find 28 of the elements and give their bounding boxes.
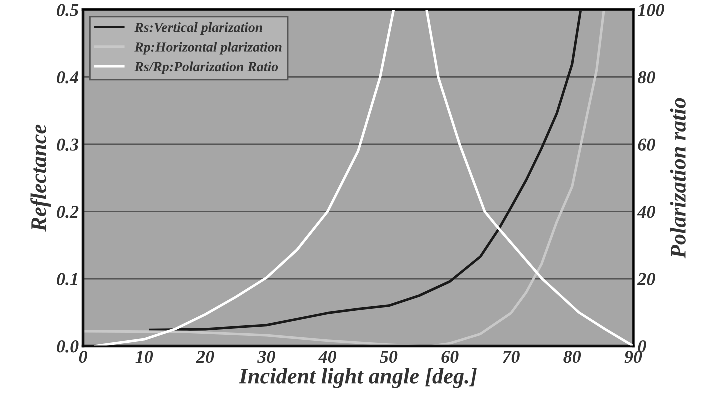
x-tick-label: 20 <box>196 350 214 364</box>
y2-tick-label: 40 <box>637 206 656 218</box>
y-tick-label: 0.0 <box>57 340 79 353</box>
x-tick-label: 60 <box>442 350 459 364</box>
y2-tick-label: 20 <box>637 273 656 286</box>
y2-tick-label: 60 <box>638 138 656 151</box>
legend-label: Rs:Vertical plarization <box>134 22 262 36</box>
x-tick-label: 90 <box>624 350 642 364</box>
y-axis-title: Reflectance <box>30 124 51 232</box>
legend-label: Rs/Rp:Polarization Ratio <box>134 62 278 74</box>
x-tick-label: 30 <box>258 350 276 364</box>
y2-tick-label: 100 <box>638 4 664 16</box>
y2-tick-label: 0 <box>638 340 646 353</box>
y-tick-label: 0.4 <box>57 71 79 84</box>
y2-tick-label: 80 <box>638 71 656 84</box>
y-tick-label: 0.3 <box>57 138 79 151</box>
x-tick-label: 10 <box>136 350 154 364</box>
x-axis-title: Incident light angle [deg.] <box>239 368 477 388</box>
x-tick-label: 50 <box>380 350 398 364</box>
x-tick-label: 80 <box>564 350 582 364</box>
y-tick-label: 0.1 <box>57 273 78 286</box>
x-tick-label: 40 <box>318 350 337 364</box>
legend-label: Rp:Horizontal plarization <box>134 42 282 55</box>
x-tick-label: 70 <box>502 350 520 364</box>
x-tick-label: 0 <box>79 350 88 364</box>
y-tick-label: 0.5 <box>57 4 79 16</box>
y2-axis-title: Polarization ratio <box>670 98 686 259</box>
y-tick-label: 0.2 <box>57 206 79 218</box>
